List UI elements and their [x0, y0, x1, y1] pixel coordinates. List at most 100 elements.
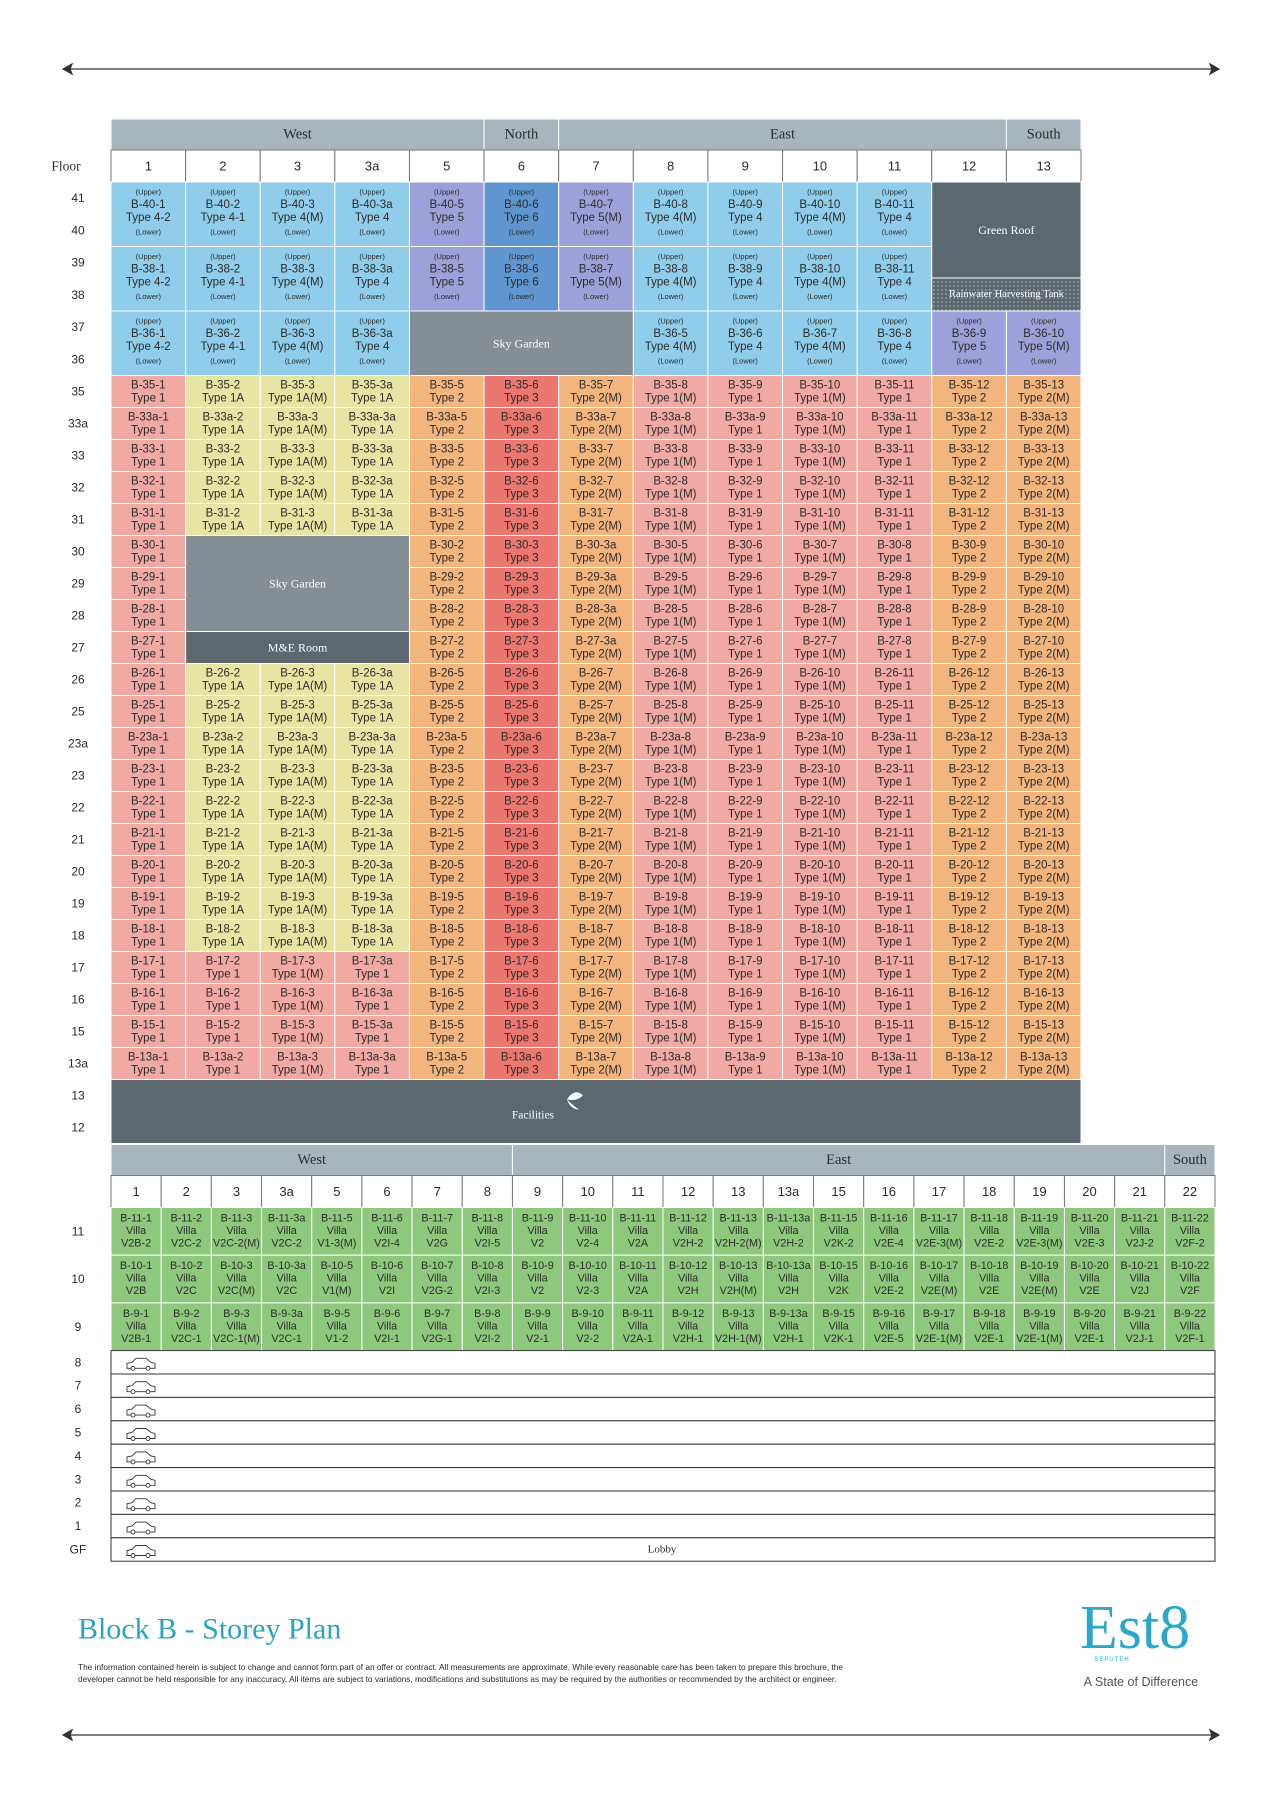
unit [483, 695, 560, 728]
unit [931, 695, 1007, 728]
unit-code: B-30-3 [504, 540, 539, 552]
unit-code: B-33-12 [949, 444, 990, 456]
villa-label: Villa [1079, 1225, 1099, 1237]
floor-label: 33a [68, 417, 88, 431]
unit-code: B-25-1 [131, 700, 166, 712]
unit-code: B-20-5 [430, 860, 465, 872]
unit [1005, 791, 1082, 824]
unit-code: B-35-1 [131, 380, 166, 392]
villa-label: Villa [678, 1225, 698, 1237]
unit-type: V2C [276, 1285, 297, 1297]
column-label: 3 [233, 1184, 240, 1199]
column-header [160, 1175, 212, 1208]
unit-code: B-9-10 [572, 1308, 604, 1320]
villa-unit [261, 1254, 313, 1304]
unit-type: Type 1(M) [645, 873, 697, 885]
unit-code: B-33a-2 [202, 412, 243, 424]
unit-code: B-18-9 [728, 924, 763, 936]
villa-unit [311, 1254, 363, 1304]
unit [1005, 407, 1082, 440]
unit-type: Type 2 [952, 553, 987, 565]
unit-type: Type 2(M) [570, 617, 622, 629]
unit-type: Type 1A [202, 905, 245, 917]
unit-code: B-11-8 [472, 1213, 504, 1225]
villa-label: Villa [728, 1225, 748, 1237]
unit-code: B-29-8 [877, 572, 912, 584]
unit-code: B-40-1 [131, 199, 166, 211]
unit-type: Type 1(M) [645, 1033, 697, 1045]
unit-code: B-15-9 [728, 1020, 763, 1032]
unit-code: B-21-13 [1023, 828, 1064, 840]
unit-type: Type 2(M) [1018, 681, 1070, 693]
villa-label: Villa [979, 1320, 999, 1332]
unit-type: V2C-1 [271, 1333, 302, 1345]
unit-code: B-29-3 [504, 572, 539, 584]
unit-code: B-33a-11 [871, 412, 917, 424]
unit-code: B-17-5 [430, 956, 465, 968]
duplex-unit [110, 181, 187, 247]
unit-code: B-15-1 [131, 1020, 166, 1032]
unit-type: Type 1 [131, 425, 166, 437]
unit [110, 887, 187, 920]
column-header [931, 149, 1007, 183]
unit-type: Type 1(M) [645, 745, 697, 757]
group-label: West [283, 127, 312, 143]
unit [856, 1047, 933, 1080]
unit-code: B-10-17 [920, 1260, 958, 1272]
villa-label: Villa [176, 1273, 196, 1285]
upper-label: (Upper) [210, 188, 236, 197]
unit-type: Type 1A [351, 809, 394, 821]
villa-label: Villa [377, 1320, 397, 1332]
lower-label: (Lower) [285, 228, 311, 237]
unit-code: B-21-6 [504, 828, 539, 840]
unit-code: B-11-2 [170, 1213, 202, 1225]
unit-type: Type 1(M) [794, 1033, 846, 1045]
unit-code: B-33-10 [799, 444, 840, 456]
unit-code: B-19-6 [504, 892, 539, 904]
unit-type: Type 2(M) [570, 553, 622, 565]
unit-type: Type 3 [504, 649, 539, 661]
villa-label: Villa [728, 1320, 748, 1332]
unit-code: B-19-5 [430, 892, 465, 904]
unit-type: Type 2(M) [1018, 393, 1070, 405]
bottom-rule [61, 1728, 1221, 1742]
column-label: 2 [219, 159, 226, 174]
duplex-unit [782, 181, 858, 247]
lower-label: (Lower) [210, 357, 236, 366]
unit-type: Type 1(M) [794, 969, 846, 981]
car-wheel [145, 1482, 151, 1488]
unit-type: V2E-1 [974, 1333, 1004, 1345]
unit-type: Type 1(M) [272, 1065, 324, 1077]
facilities-label: Facilities [512, 1110, 555, 1122]
unit-code: B-25-8 [653, 700, 688, 712]
car-icon [126, 1474, 156, 1486]
unit-code: B-10-13a [766, 1260, 810, 1272]
unit-code: B-21-3a [352, 828, 394, 840]
duplex-unit [259, 246, 336, 312]
villa-label: Villa [1130, 1225, 1150, 1237]
unit-type: Type 4 [877, 212, 912, 224]
unit [856, 823, 933, 856]
unit-code: B-38-3 [280, 264, 315, 276]
unit-type: Type 5 [430, 277, 465, 289]
car-wheel [130, 1506, 136, 1512]
unit-type: Type 4(M) [272, 341, 324, 353]
car-wheel [145, 1436, 151, 1441]
unit-type: Type 2 [430, 777, 465, 789]
lower-label: (Lower) [359, 357, 385, 366]
car-wheel [145, 1553, 151, 1558]
unit-code: B-17-7 [579, 956, 614, 968]
unit [185, 855, 261, 888]
unit-type: Type 1 [355, 1033, 390, 1045]
unit-code: B-33-7 [579, 444, 614, 456]
unit-code: B-28-3 [504, 604, 539, 616]
unit-type: Type 3 [504, 617, 539, 629]
unit-type: Type 2(M) [1018, 873, 1070, 885]
unit-type: Type 3 [504, 681, 539, 693]
unit-code: B-9-3 [223, 1308, 249, 1320]
villa-label: Villa [879, 1225, 899, 1237]
unit-type: Type 1A [202, 489, 245, 501]
unit-type: Type 2 [952, 393, 987, 405]
villa-label: Villa [176, 1225, 196, 1237]
unit [334, 375, 410, 408]
